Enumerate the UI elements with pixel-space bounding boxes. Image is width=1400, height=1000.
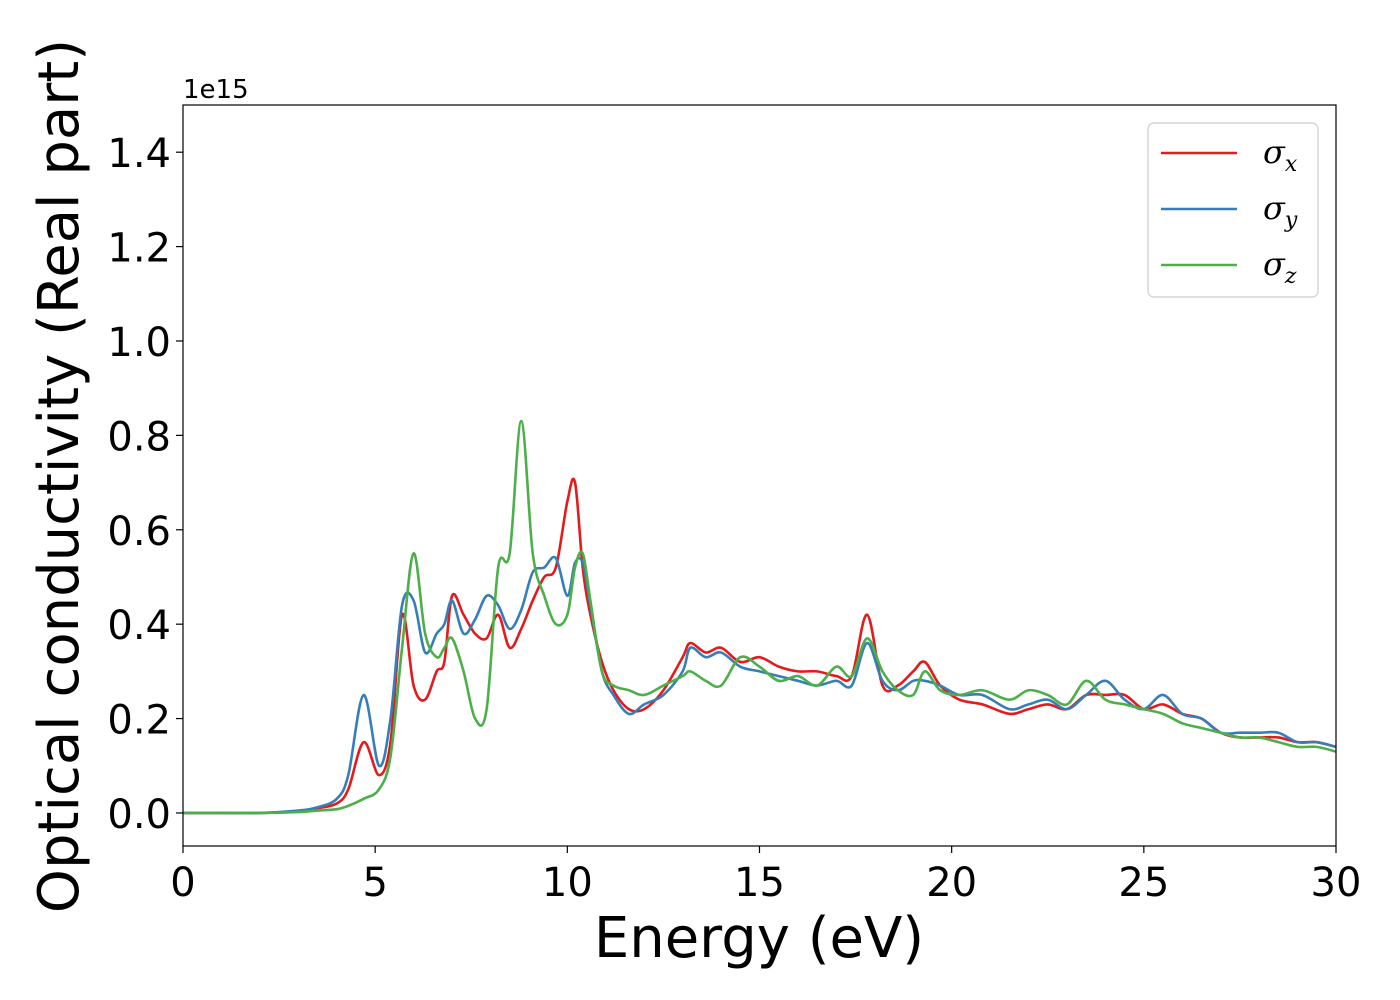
series-lines — [182, 419, 1337, 815]
x-tick-label: 20 — [926, 860, 977, 906]
plot-background — [183, 105, 1336, 846]
x-tick-label: 30 — [1311, 860, 1362, 906]
y-tick-label: 1.2 — [107, 226, 171, 272]
y-tick-label: 0.4 — [107, 603, 171, 649]
series-line-x — [182, 477, 1337, 815]
x-axis-title: Energy (eV) — [594, 906, 924, 971]
legend-label-y: σy — [1263, 189, 1298, 233]
x-tick-label: 0 — [170, 860, 195, 906]
y-offset-label: 1e15 — [183, 75, 249, 105]
x-tick-label: 10 — [542, 860, 593, 906]
series-line-y — [182, 555, 1337, 815]
y-tick-label: 0.2 — [107, 698, 171, 744]
y-axis-title: Optical conductivity (Real part) — [27, 39, 92, 913]
series-line-z — [182, 419, 1337, 815]
y-tick-label: 0.0 — [107, 792, 171, 838]
x-tick-label: 15 — [734, 860, 785, 906]
y-tick-label: 1.4 — [107, 131, 171, 177]
x-tick-label: 25 — [1118, 860, 1169, 906]
y-tick-label: 1.0 — [107, 320, 171, 366]
y-tick-label: 0.8 — [107, 414, 171, 460]
y-tick-label: 0.6 — [107, 509, 171, 555]
x-tick-label: 5 — [362, 860, 387, 906]
x-axis-ticks: 0 5 10 15 20 25 30 — [170, 846, 1361, 906]
y-axis-ticks: 0.0 0.2 0.4 0.6 0.8 1.0 1.2 1.4 — [107, 131, 183, 838]
